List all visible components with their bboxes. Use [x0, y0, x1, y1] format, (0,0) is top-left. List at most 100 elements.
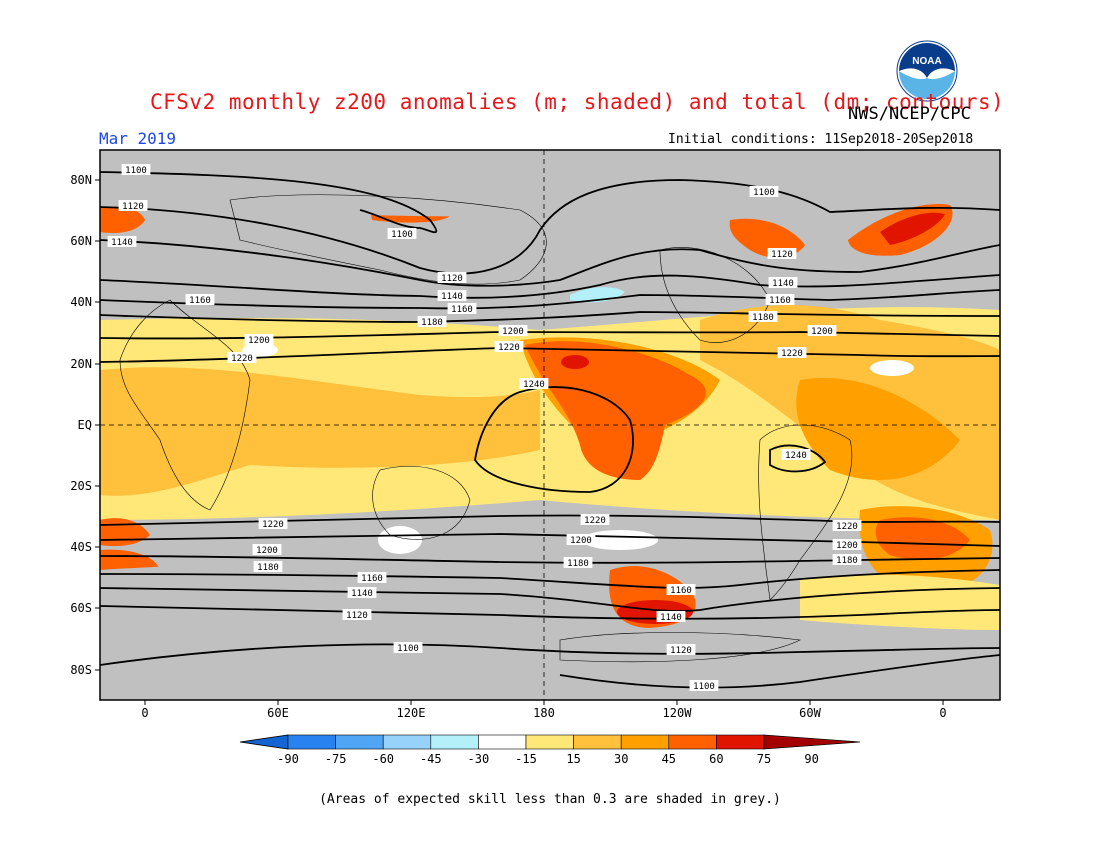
- svg-text:1100: 1100: [125, 166, 147, 176]
- forecast-month: Mar 2019: [99, 129, 177, 148]
- contour-label: 1120: [767, 248, 797, 260]
- lon-label: 180: [533, 706, 555, 720]
- svg-text:1240: 1240: [785, 451, 807, 461]
- svg-text:1140: 1140: [772, 279, 794, 289]
- svg-text:1180: 1180: [836, 556, 858, 566]
- lon-label: 0: [939, 706, 946, 720]
- contour-label: 1140: [656, 611, 686, 623]
- contour-label: 1100: [121, 164, 151, 176]
- lat-label: 60N: [70, 234, 92, 248]
- contour-label: 1160: [666, 584, 696, 596]
- svg-text:1160: 1160: [361, 574, 383, 584]
- footnote: (Areas of expected skill less than 0.3 a…: [319, 792, 781, 807]
- colorbar-tick-label: 60: [709, 752, 723, 766]
- svg-text:1240: 1240: [523, 380, 545, 390]
- lat-label: 20N: [70, 357, 92, 371]
- colorbar-tick-label: 45: [662, 752, 676, 766]
- colorbar-tick-label: -75: [325, 752, 347, 766]
- colorbar-tick-label: -15: [515, 752, 537, 766]
- lon-label: 60W: [799, 706, 821, 720]
- svg-text:1200: 1200: [502, 327, 524, 337]
- contour-label: 1200: [252, 544, 282, 556]
- contour-label: 1180: [417, 316, 447, 328]
- contour-label: 1140: [107, 236, 137, 248]
- contour-label: 1100: [749, 186, 779, 198]
- contour-label: 1100: [387, 228, 417, 240]
- chart-title: CFSv2 monthly z200 anomalies (m; shaded)…: [150, 90, 1005, 114]
- contour-label: 1200: [244, 334, 274, 346]
- colorbar-cell: [478, 734, 527, 750]
- contour-label: 1220: [580, 514, 610, 526]
- svg-text:1100: 1100: [397, 644, 419, 654]
- colorbar-cell: [430, 734, 479, 750]
- colorbar-tick-label: -45: [420, 752, 442, 766]
- lon-label: 120W: [663, 706, 693, 720]
- svg-text:NOAA: NOAA: [912, 56, 941, 67]
- lon-label: 0: [141, 706, 148, 720]
- colorbar: -90 -75 -60 -45 -30 -15 15 30 45 60 75 90: [239, 734, 861, 766]
- svg-text:1120: 1120: [441, 274, 463, 284]
- colorbar-tick-label: -30: [468, 752, 490, 766]
- colorbar-cell: [573, 734, 622, 750]
- svg-text:1140: 1140: [441, 292, 463, 302]
- svg-text:1220: 1220: [262, 520, 284, 530]
- contour-label: 1180: [253, 561, 283, 573]
- latitude-axis: 80N 60N 40N 20N EQ 20S 40S 60S 80S: [70, 173, 100, 677]
- svg-text:1220: 1220: [498, 343, 520, 353]
- contour-label: 1180: [832, 554, 862, 566]
- colorbar-cell: [287, 734, 336, 750]
- contour-label: 1220: [258, 518, 288, 530]
- contour-label: 1220: [494, 341, 524, 353]
- svg-text:1100: 1100: [693, 682, 715, 692]
- contour-label: 1180: [563, 557, 593, 569]
- svg-text:1100: 1100: [391, 230, 413, 240]
- contour-label: 1160: [357, 572, 387, 584]
- longitude-axis: 0 60E 120E 180 120W 60W 0: [141, 700, 947, 720]
- contour-labels: 1100 1120 1140 1160 1180 1200 1220 1240 1100 1100…: [107, 164, 862, 692]
- contour-label: 1220: [227, 352, 257, 364]
- svg-text:1120: 1120: [346, 611, 368, 621]
- colorbar-tick-label: 90: [804, 752, 818, 766]
- colorbar-arrow-right: [763, 734, 861, 750]
- contour-label: 1180: [748, 311, 778, 323]
- contour-label: 1140: [347, 587, 377, 599]
- colorbar-cell: [382, 734, 432, 750]
- contour-label: 1240: [781, 449, 811, 461]
- lat-label: 40S: [70, 540, 92, 554]
- contour-label: 1240: [519, 378, 549, 390]
- contour-label: 1200: [498, 325, 528, 337]
- lat-label: 80S: [70, 663, 92, 677]
- contour-label: 1120: [342, 609, 372, 621]
- svg-text:1160: 1160: [189, 296, 211, 306]
- noaa-logo: NOAA: [896, 40, 958, 102]
- contour-label: 1200: [832, 539, 862, 551]
- svg-text:1140: 1140: [660, 613, 682, 623]
- svg-text:1180: 1180: [257, 563, 279, 573]
- contour-label: 1160: [765, 294, 795, 306]
- contour-label: 1200: [807, 325, 837, 337]
- svg-text:1200: 1200: [570, 536, 592, 546]
- colorbar-tick-label: -60: [372, 752, 394, 766]
- svg-text:1160: 1160: [451, 305, 473, 315]
- contour-label: 1120: [437, 272, 467, 284]
- contour-label: 1100: [689, 680, 719, 692]
- colorbar-cell: [525, 734, 574, 750]
- svg-text:1220: 1220: [836, 522, 858, 532]
- lon-label: 120E: [397, 706, 426, 720]
- colorbar-cell: [668, 734, 717, 750]
- svg-text:1180: 1180: [752, 313, 774, 323]
- agency-label: NWS/NCEP/CPC: [848, 104, 971, 124]
- svg-text:1220: 1220: [231, 354, 253, 364]
- svg-text:1100: 1100: [753, 188, 775, 198]
- lat-label: 60S: [70, 601, 92, 615]
- colorbar-arrow-left: [239, 734, 289, 750]
- svg-text:1120: 1120: [771, 250, 793, 260]
- svg-text:1160: 1160: [769, 296, 791, 306]
- svg-text:1200: 1200: [836, 541, 858, 551]
- svg-text:1200: 1200: [248, 336, 270, 346]
- svg-text:1200: 1200: [811, 327, 833, 337]
- contour-label: 1120: [118, 200, 148, 212]
- svg-text:1200: 1200: [256, 546, 278, 556]
- lat-label: 80N: [70, 173, 92, 187]
- lat-label: 40N: [70, 295, 92, 309]
